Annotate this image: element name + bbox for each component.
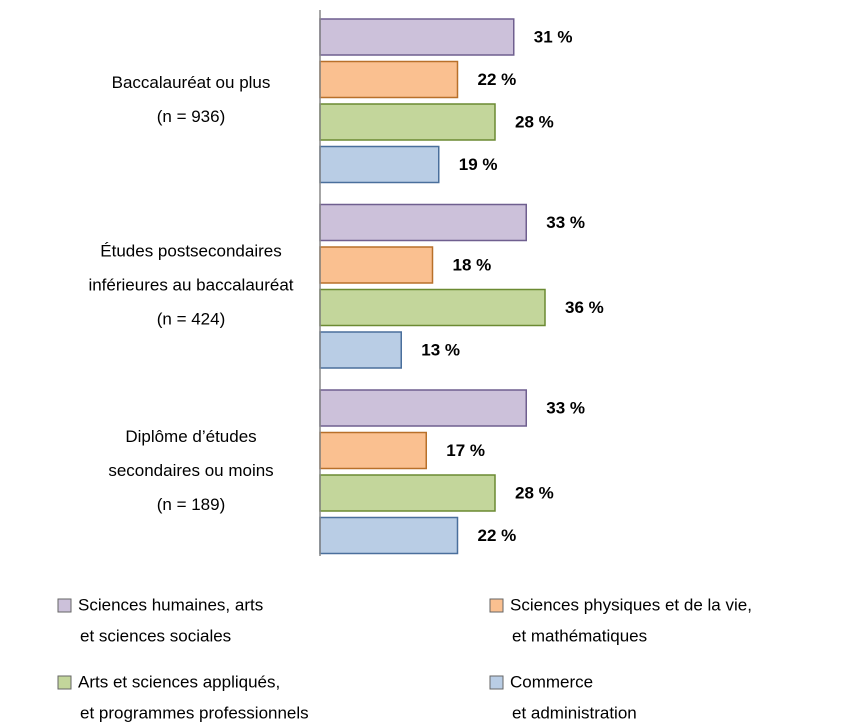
data-label: 13 % [421,340,460,359]
legend-label: Arts et sciences appliqués, [78,672,280,691]
category-label: Baccalauréat ou plus [112,73,271,92]
data-label: 28 % [515,483,554,502]
bar [319,60,459,99]
bar [319,288,546,327]
bar [319,331,402,369]
data-label: 36 % [565,298,604,317]
legend-label: et administration [512,703,637,722]
data-label: 33 % [546,398,585,417]
data-label: 22 % [478,70,517,89]
data-label: 33 % [546,213,585,232]
legend-swatch [489,598,504,613]
data-label: 22 % [478,526,517,545]
bar [319,516,459,555]
category-label: secondaires ou moins [108,461,273,480]
category-label: (n = 936) [157,107,226,126]
legend-swatch [489,675,504,690]
legend-swatch [57,598,72,613]
data-label: 19 % [459,155,498,174]
category-label: Diplôme d’études [125,427,256,446]
bar [319,145,440,184]
data-label: 28 % [515,112,554,131]
legend-swatch [57,675,72,690]
bar [319,389,527,427]
category-label: Études postsecondaires [100,242,281,261]
category-label: (n = 424) [157,310,226,329]
category-label: inférieures au baccalauréat [88,276,293,295]
bar [319,246,434,284]
data-label: 17 % [446,441,485,460]
legend-label: et programmes professionnels [80,703,309,722]
data-label: 31 % [534,27,573,46]
legend-label: et mathématiques [512,626,647,645]
legend-label: Sciences physiques et de la vie, [510,595,752,614]
bar [319,18,515,56]
legend-label: Sciences humaines, arts [78,595,263,614]
bar [319,431,427,470]
data-label: 18 % [453,255,492,274]
bar [319,474,496,512]
bar [319,203,527,242]
legend-label: Commerce [510,672,593,691]
legend-label: et sciences sociales [80,626,231,645]
category-label: (n = 189) [157,495,226,514]
bar [319,103,496,141]
